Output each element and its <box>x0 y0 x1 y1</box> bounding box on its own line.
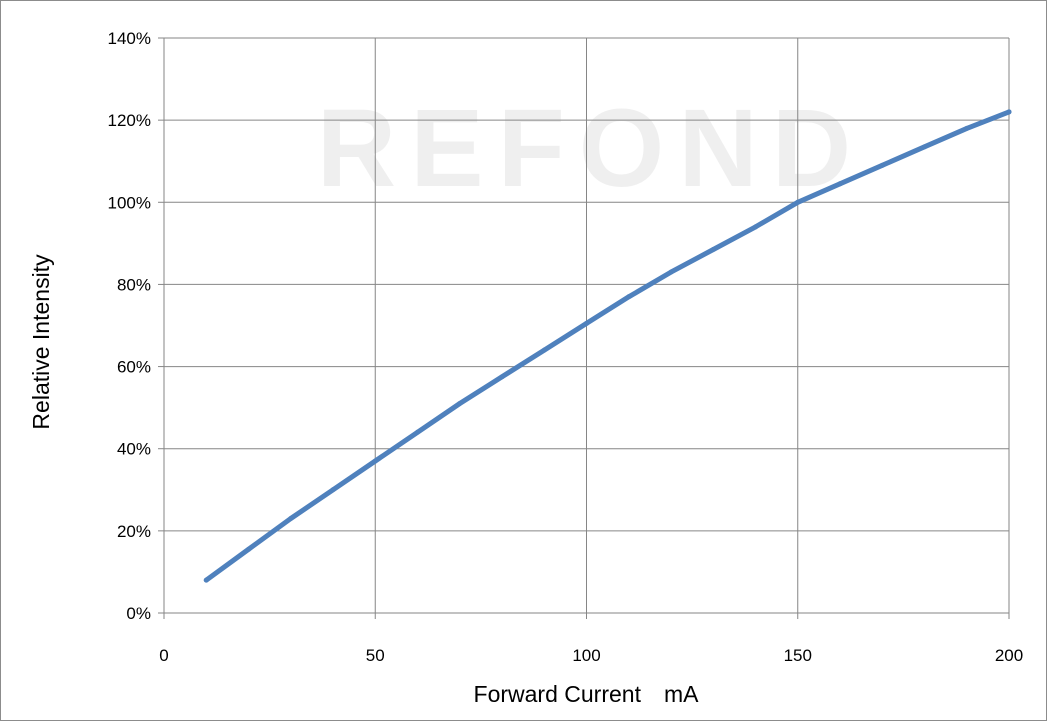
y-tick-label: 0% <box>126 604 151 623</box>
data-point <box>203 577 209 583</box>
x-axis-title: Forward Current mA <box>474 681 700 707</box>
y-axis-title: Relative Intensity <box>28 254 54 430</box>
y-tick-label: 40% <box>117 440 151 459</box>
data-point <box>372 458 378 464</box>
x-tick-label: 50 <box>366 646 385 665</box>
data-point <box>584 320 589 326</box>
y-tick-label: 140% <box>108 29 151 48</box>
series-layer <box>203 109 1012 583</box>
x-tick-label: 0 <box>159 646 168 665</box>
data-point <box>753 224 758 230</box>
grid-lines <box>164 37 1010 613</box>
data-point <box>879 162 885 168</box>
y-tick-labels: 0% 20% 40% 60% 80% 100% 120% 140% <box>108 29 151 623</box>
y-tick-label: 80% <box>117 275 151 294</box>
x-tick-label: 200 <box>995 646 1023 665</box>
data-point <box>288 516 294 522</box>
x-tick-labels: 0 50 100 150 200 <box>159 646 1023 665</box>
x-tick-label: 100 <box>572 646 600 665</box>
series-line <box>203 109 1012 583</box>
data-point <box>922 144 927 150</box>
data-point <box>415 429 420 435</box>
y-tick-label: 120% <box>108 111 151 130</box>
data-point <box>668 269 674 275</box>
data-point <box>499 374 505 380</box>
data-point <box>541 347 547 353</box>
data-point <box>626 294 632 300</box>
data-point <box>837 181 843 187</box>
x-tick-label: 150 <box>784 646 812 665</box>
data-point <box>964 125 970 131</box>
axes <box>158 37 1010 619</box>
y-tick-label: 20% <box>117 522 151 541</box>
data-point <box>710 247 716 253</box>
data-point <box>246 546 251 552</box>
y-tick-label: 100% <box>108 193 151 212</box>
y-tick-label: 60% <box>117 358 151 377</box>
data-point <box>795 199 801 205</box>
data-point <box>330 487 336 493</box>
watermark-text: REFOND <box>317 87 865 210</box>
data-point <box>1006 109 1012 115</box>
data-point <box>457 401 463 407</box>
